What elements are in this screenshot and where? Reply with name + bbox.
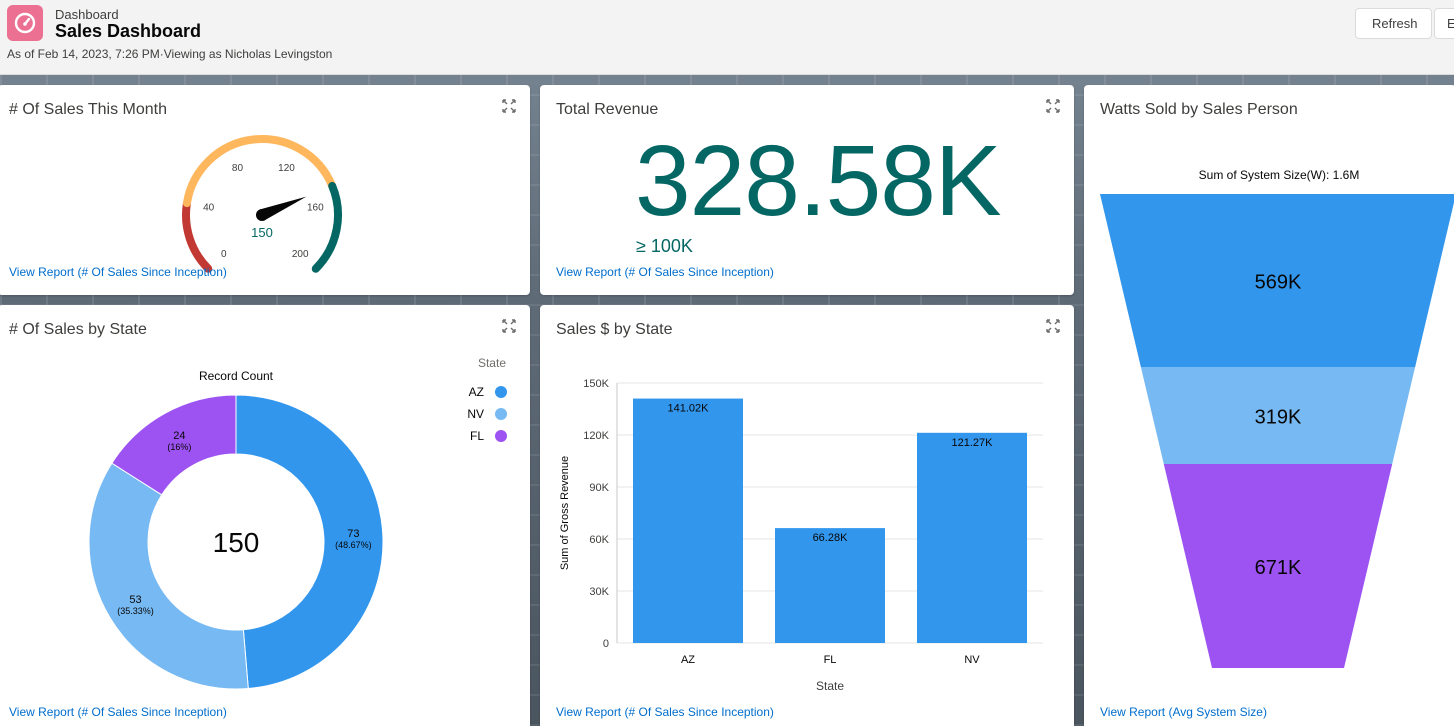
y-tick-label: 0 <box>603 638 609 650</box>
y-tick-label: 150K <box>583 378 609 390</box>
watts-sold-card: Watts Sold by Sales Person Sum of System… <box>1084 85 1454 726</box>
bar-value-label: 141.02K <box>668 403 710 415</box>
gauge-band-1 <box>182 135 337 208</box>
page-title: Sales Dashboard <box>55 21 202 41</box>
view-report-link[interactable]: View Report (# Of Sales Since Inception) <box>556 265 774 279</box>
expand-icon[interactable] <box>1046 99 1060 113</box>
gauge-needle-hub <box>256 209 268 221</box>
header-eyebrow: Dashboard <box>55 7 119 22</box>
legend-label-az: AZ <box>469 385 484 399</box>
donut-slice-percent: (48.67%) <box>335 540 372 550</box>
y-tick-label: 120K <box>583 430 609 442</box>
card-title: Watts Sold by Sales Person <box>1100 101 1298 118</box>
view-report-link[interactable]: View Report (# Of Sales Since Inception) <box>9 265 227 279</box>
legend-swatch-fl <box>495 430 507 442</box>
donut-slice-fl <box>111 394 237 496</box>
y-tick-label: 60K <box>589 534 609 546</box>
bar-value-label: 66.28K <box>813 532 849 544</box>
gauge-tick-label: 200 <box>292 249 309 260</box>
dashboard-header: Dashboard Sales Dashboard As of Feb 14, … <box>0 0 1454 75</box>
funnel-stage-label: 569K <box>1255 271 1302 293</box>
bar-chart: 0 30K 60K 90K 120K 150K 141.02K AZ 66.28K FL 121.2… <box>559 378 1043 693</box>
legend-swatch-az <box>495 386 507 398</box>
x-tick-label: AZ <box>681 654 695 666</box>
funnel-chart: Sum of System Size(W): 1.6M 569K 319K 671K <box>1100 168 1454 668</box>
x-tick-label: NV <box>964 654 980 666</box>
gauge-tick-label: 0 <box>221 249 227 260</box>
donut-slice-az <box>235 394 384 690</box>
funnel-stage-label: 319K <box>1255 406 1302 428</box>
legend-label-nv: NV <box>467 407 484 421</box>
funnel-stage-2 <box>1163 463 1393 668</box>
donut-slice-value: 24 <box>173 430 185 442</box>
gauge-value-label: 150 <box>251 225 273 240</box>
total-revenue-card: Total Revenue 328.58K ≥ 100K View Report… <box>540 85 1074 295</box>
bar-fl <box>775 528 885 643</box>
revenue-target: ≥ 100K <box>636 236 693 256</box>
gauge-tick-label: 120 <box>278 163 295 174</box>
gauge-band-0 <box>182 199 213 273</box>
gauge-chart: 0 40 80 120 160 200 150 <box>182 135 342 273</box>
funnel-stage-0 <box>1100 194 1454 367</box>
gauge-band-2 <box>311 181 342 273</box>
legend-label-fl: FL <box>470 429 484 443</box>
card-title: # Of Sales This Month <box>9 101 167 118</box>
gauge-needle <box>259 196 307 221</box>
x-axis-label: State <box>816 679 844 693</box>
edit-button[interactable]: E <box>1434 8 1454 39</box>
donut-slice-nv <box>88 462 249 690</box>
expand-icon[interactable] <box>502 99 516 113</box>
card-title: # Of Sales by State <box>9 321 147 338</box>
x-tick-label: FL <box>824 654 837 666</box>
donut-chart: Record Count 73(48.67%) 53(35.33%) 24(16%) 1… <box>88 356 507 690</box>
donut-center-value: 150 <box>213 527 260 558</box>
total-revenue-value: 328.58K <box>635 125 1002 237</box>
funnel-stage-1 <box>1140 366 1416 464</box>
funnel-stage-label: 671K <box>1255 557 1302 579</box>
card-title: Sales $ by State <box>556 321 673 338</box>
dashboard-gauge-icon <box>7 5 43 41</box>
card-title: Total Revenue <box>556 101 659 118</box>
gauge-tick-label: 160 <box>307 203 324 214</box>
sales-by-state-card: # Of Sales by State Record Count 73 (48.67… <box>0 305 530 726</box>
funnel-title: Sum of System Size(W): 1.6M <box>1199 168 1360 182</box>
donut-slice-percent: (16%) <box>167 442 191 452</box>
expand-icon[interactable] <box>502 319 516 333</box>
gauge-tick-label: 80 <box>232 163 244 174</box>
donut-slice-value: 53 <box>129 594 141 606</box>
expand-icon[interactable] <box>1046 319 1060 333</box>
bar-value-label: 121.27K <box>952 437 994 449</box>
donut-slice-value: 73 <box>347 528 359 540</box>
y-axis-label: Sum of Gross Revenue <box>559 456 571 570</box>
legend-title: State <box>478 356 506 370</box>
y-tick-label: 90K <box>589 482 609 494</box>
bar-nv <box>917 432 1027 643</box>
donut-slice-percent: (35.33%) <box>117 606 154 616</box>
view-report-link[interactable]: View Report (Avg System Size) <box>1100 705 1267 719</box>
y-tick-label: 30K <box>589 586 609 598</box>
donut-title: Record Count <box>199 369 274 383</box>
sales-this-month-card: # Of Sales This Month 0 40 80 120 160 200 150 … <box>0 85 530 295</box>
bar-az <box>633 398 743 643</box>
gauge-tick-label: 40 <box>203 203 215 214</box>
view-report-link[interactable]: View Report (# Of Sales Since Inception) <box>9 705 227 719</box>
legend-swatch-nv <box>495 408 507 420</box>
view-report-link[interactable]: View Report (# Of Sales Since Inception) <box>556 705 774 719</box>
header-subtitle: As of Feb 14, 2023, 7:26 PM·Viewing as N… <box>7 47 333 61</box>
refresh-button[interactable]: Refresh <box>1355 8 1432 39</box>
sales-dollars-by-state-card: Sales $ by State 0 30K 60K 90K 120K 150K 141.0… <box>540 305 1074 726</box>
